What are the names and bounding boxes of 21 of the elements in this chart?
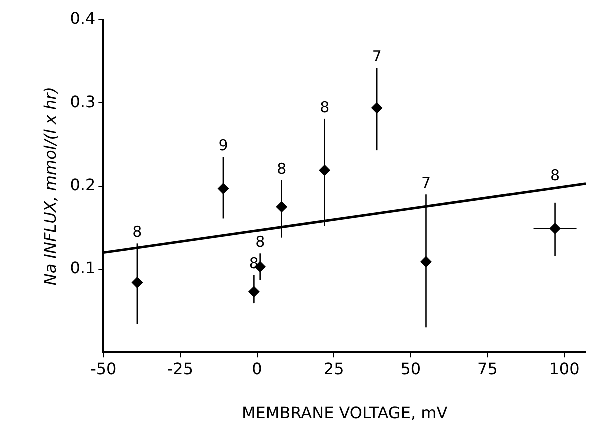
x-tick-label: -50 — [90, 359, 117, 378]
annotation: 7 — [421, 174, 432, 192]
annotation: 8 — [256, 233, 266, 252]
y-axis-title: Na INFLUX, mmol/(l x hr) — [40, 87, 60, 286]
x-tick-label: 75 — [478, 359, 498, 378]
x-tick-label: 50 — [400, 359, 422, 378]
y-tick-label: 0.3 — [70, 92, 96, 112]
annotation: 8 — [132, 223, 142, 242]
x-axis-title: MEMBRANE VOLTAGE, mV — [242, 404, 448, 423]
annotation: 8 — [320, 98, 330, 116]
x-tick-label: -25 — [167, 359, 194, 378]
annotation: 8 — [550, 166, 560, 185]
annotation: 9 — [218, 136, 228, 155]
x-tick-label: 0 — [252, 359, 262, 378]
y-tick-label: 0.2 — [70, 175, 96, 194]
x-tick-label: 25 — [324, 359, 344, 378]
x-tick-label: 100 — [549, 359, 580, 378]
y-tick-label: 0.1 — [70, 258, 96, 278]
y-tick-label: 0.4 — [70, 9, 96, 28]
annotation: 8 — [277, 160, 287, 178]
annotation: 7 — [372, 48, 382, 66]
